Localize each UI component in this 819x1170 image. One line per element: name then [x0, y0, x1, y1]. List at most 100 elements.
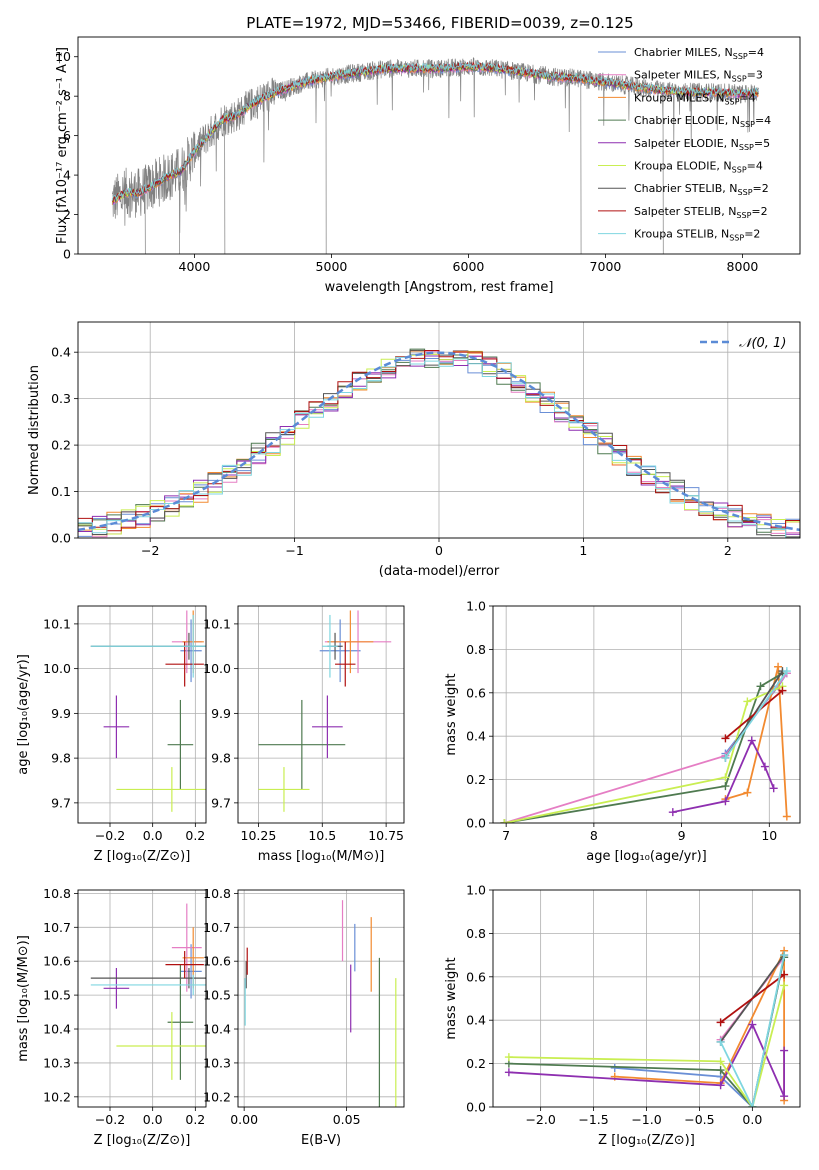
marker-kroupa_stelib [748, 1103, 757, 1107]
series-kroupa_stelib [724, 670, 788, 759]
x-tick-label: 8000 [727, 259, 759, 274]
normal-legend-label: 𝒩(0, 1) [739, 336, 786, 351]
model-spectrum-kroupa_stelib [111, 60, 759, 201]
x-tick-label: 0.05 [333, 1112, 361, 1127]
y-tick-label: 10.0 [203, 661, 231, 676]
x-tick-label: 0.00 [230, 1112, 258, 1127]
x-tick-label: 2 [724, 543, 732, 558]
y-tick-label: 9.9 [51, 706, 71, 721]
y-tick-label: 10.7 [43, 920, 71, 935]
frame-mass_vs_Z: −0.2 0.0 0.2 10.2 10.3 10.4 10.5 10.6 10.7 10.8 Z … [16, 886, 207, 1148]
series-salpeter_stelib [720, 973, 785, 1024]
x-tick-label: 9 [678, 828, 686, 843]
marker-salpeter_elodie [760, 762, 769, 771]
y-axis-label: age [log₁₀(age/yr)] [16, 654, 31, 775]
marker-salpeter_elodie [780, 1092, 789, 1101]
frame-weight_vs_Z: −2.0 −1.5 −1.0 −0.5 0.0 0.0 0.2 0.4 0.6 0.8 1.0 Z [… [444, 883, 801, 1148]
axes-mass_vs_ebv [238, 890, 404, 1107]
legend-suffix: =3 [747, 69, 763, 82]
legend-text: Kroupa ELODIE, N [634, 160, 732, 173]
y-tick-label: 10.5 [203, 988, 231, 1003]
y-tick-label: 0.4 [466, 729, 486, 744]
x-tick-label: −0.2 [95, 828, 125, 843]
y-tick-label: 1.0 [466, 599, 486, 614]
marker-chabrier_elodie [721, 782, 730, 791]
marker-salpeter_stelib [778, 686, 787, 695]
x-tick-label: 10 [761, 828, 777, 843]
y-tick-label: 0.6 [466, 685, 486, 700]
x-axis-label: (data-model)/error [379, 564, 500, 579]
points-age_vs_mass [258, 610, 392, 812]
x-tick-label: 10.75 [368, 828, 404, 843]
x-axis-label: wavelength [Angstrom, rest frame] [325, 280, 554, 295]
y-tick-label: 0.2 [466, 772, 486, 787]
legend-sub: SSP [732, 75, 747, 84]
y-axis-label: mass weight [444, 957, 459, 1039]
y-tick-label: 10.6 [203, 954, 231, 969]
x-tick-label: 10.5 [308, 828, 336, 843]
x-tick-label: 0.0 [143, 1112, 163, 1127]
x-tick-label: 0 [435, 543, 443, 558]
legend-label-salpeter_stelib: Salpeter STELIB, NSSP=2 [634, 205, 768, 220]
legend-label-kroupa_elodie: Kroupa ELODIE, NSSP=4 [634, 160, 763, 175]
series-kroupa_elodie [504, 685, 783, 823]
legend-suffix: =4 [748, 46, 764, 59]
legend-label-salpeter_elodie: Salpeter ELODIE, NSSP=5 [634, 137, 770, 152]
legend-sub: SSP [736, 211, 751, 220]
y-tick-label: 0.2 [51, 438, 71, 453]
legend-label-kroupa_stelib: Kroupa STELIB, NSSP=2 [634, 228, 760, 243]
legend-sub: SSP [729, 234, 744, 243]
y-tick-label: 10.8 [203, 886, 231, 901]
y-tick-label: 0.1 [51, 484, 71, 499]
series-kroupa_stelib [719, 954, 785, 1107]
legend-suffix: =5 [754, 137, 770, 150]
x-axis-label: mass [log₁₀(M/M⊙)] [258, 849, 385, 864]
legend-text: Salpeter ELODIE, N [634, 137, 739, 150]
y-tick-label: 10.4 [43, 1022, 71, 1037]
x-tick-label: 8 [590, 828, 598, 843]
y-tick-label: 0.8 [466, 642, 486, 657]
marker-kroupa_stelib [782, 667, 791, 676]
marker-salpeter_elodie [668, 808, 677, 817]
x-axis-label: Z [log₁₀(Z/Z⊙)] [94, 849, 191, 864]
marker-chabrier_elodie [756, 682, 765, 691]
series-kroupa_miles [725, 666, 788, 817]
marker-salpeter_elodie [748, 1020, 757, 1029]
legend-sub: SSP [738, 188, 753, 197]
y-tick-label: 10.3 [43, 1055, 71, 1070]
x-tick-label: −2.0 [525, 1112, 555, 1127]
legend-sub: SSP [732, 166, 747, 175]
legend-text: Chabrier MILES, N [634, 46, 733, 59]
marker-kroupa_stelib [716, 1037, 725, 1046]
y-tick-label: 10.1 [203, 616, 231, 631]
legend-text: Kroupa MILES, N [634, 91, 724, 104]
y-tick-label: 6 [63, 128, 71, 143]
axes-frame [492, 605, 801, 824]
y-tick-label: 0.4 [51, 345, 71, 360]
legend-text: Salpeter STELIB, N [634, 205, 736, 218]
marker-kroupa_stelib [721, 753, 730, 762]
residual-plot [78, 348, 800, 538]
x-tick-label: 7000 [590, 259, 622, 274]
marker-kroupa_elodie [716, 1057, 725, 1066]
marker-salpeter_elodie [716, 1081, 725, 1090]
legend-text: Salpeter MILES, N [634, 69, 732, 82]
legend-text: Chabrier ELODIE, N [634, 114, 740, 127]
lines-weight_vs_age [500, 662, 791, 823]
y-tick-label: 10.6 [43, 954, 71, 969]
y-tick-label: 0.0 [466, 816, 486, 831]
legend-suffix: =2 [744, 228, 760, 241]
x-tick-label: 1 [579, 543, 587, 558]
y-axis-label: Normed distribution [27, 365, 42, 495]
marker-kroupa_elodie [721, 773, 730, 782]
x-tick-label: 0.2 [185, 1112, 205, 1127]
lines-weight_vs_Z [504, 946, 789, 1107]
x-tick-label: 4000 [179, 259, 211, 274]
y-tick-label: 0.6 [466, 969, 486, 984]
marker-salpeter_elodie [780, 1046, 789, 1055]
spectrum-plot [111, 57, 760, 254]
points-mass_vs_Z [90, 903, 206, 1080]
series-kroupa_miles [614, 950, 785, 1101]
marker-kroupa_stelib [780, 951, 789, 960]
legend-label-chabrier_stelib: Chabrier STELIB, NSSP=2 [634, 182, 769, 197]
